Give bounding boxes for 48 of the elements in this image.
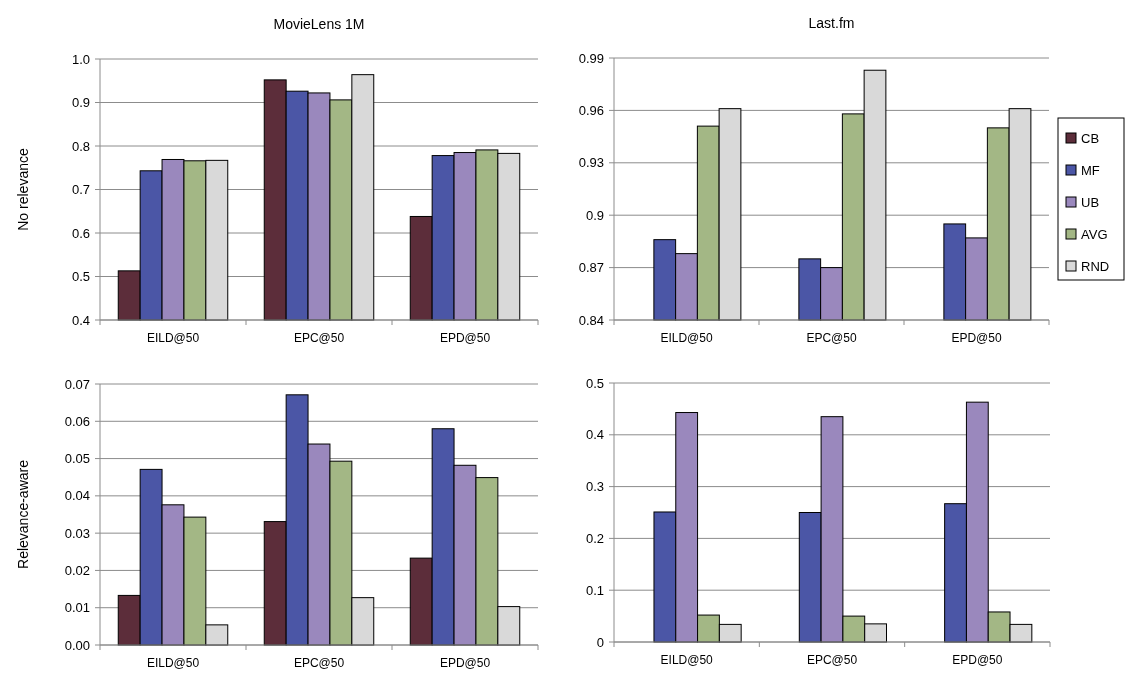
y-tick-label: 0.2 xyxy=(585,530,604,546)
chart-title: MovieLens 1M xyxy=(273,16,365,32)
y-tick-label: 0.7 xyxy=(71,182,90,198)
legend-label: UB xyxy=(1081,194,1100,210)
y-tick-label: 0.5 xyxy=(71,269,90,285)
x-tick-label: EILD@50 xyxy=(660,653,714,667)
y-tick-label: 0.01 xyxy=(64,600,90,616)
y-tick-label: 0.05 xyxy=(64,451,90,467)
x-tick-label: EILD@50 xyxy=(660,331,713,345)
y-axis-title: Relevance-aware xyxy=(15,459,31,569)
y-tick-label: 0.07 xyxy=(64,376,90,392)
x-tick-label: EPD@50 xyxy=(439,331,491,345)
y-tick-label: 0.06 xyxy=(64,413,90,429)
y-tick-label: 0.03 xyxy=(64,525,90,541)
y-tick-label: 0.96 xyxy=(578,102,604,118)
x-tick-label: EPC@50 xyxy=(806,331,857,345)
y-tick-label: 0.84 xyxy=(578,312,604,328)
y-tick-label: 0 xyxy=(596,634,604,650)
y-tick-label: 0.4 xyxy=(71,312,90,328)
y-tick-label: 0.99 xyxy=(578,50,604,66)
y-axis-title: No relevance xyxy=(15,148,31,231)
y-tick-label: 0.00 xyxy=(64,637,90,653)
legend-label: RND xyxy=(1081,258,1110,274)
x-tick-label: EPC@50 xyxy=(293,331,345,345)
x-tick-label: EILD@50 xyxy=(146,331,200,345)
y-tick-label: 0.8 xyxy=(71,138,90,154)
legend-label: MF xyxy=(1081,162,1100,178)
x-tick-label: EPD@50 xyxy=(952,653,1003,667)
y-tick-label: 0.04 xyxy=(64,488,90,504)
y-tick-label: 0.02 xyxy=(64,562,90,578)
y-tick-label: 0.9 xyxy=(585,207,604,223)
x-tick-label: EPD@50 xyxy=(951,331,1002,345)
x-tick-label: EPC@50 xyxy=(293,656,345,670)
y-tick-label: 0.1 xyxy=(585,582,604,598)
x-tick-label: EPD@50 xyxy=(439,656,491,670)
y-tick-label: 0.9 xyxy=(71,95,90,111)
legend-label: CB xyxy=(1081,130,1100,146)
y-tick-label: 0.93 xyxy=(578,155,604,171)
y-tick-label: 0.87 xyxy=(578,260,604,276)
y-tick-label: 0.4 xyxy=(585,427,604,443)
chart-title: Last.fm xyxy=(808,15,855,31)
x-tick-label: EPC@50 xyxy=(806,653,858,667)
legend-label: AVG xyxy=(1081,226,1108,242)
x-tick-label: EILD@50 xyxy=(146,656,200,670)
y-tick-label: 0.3 xyxy=(585,479,604,495)
y-tick-label: 0.6 xyxy=(71,225,90,241)
y-tick-label: 1.0 xyxy=(71,51,90,67)
y-tick-label: 0.5 xyxy=(585,375,604,391)
